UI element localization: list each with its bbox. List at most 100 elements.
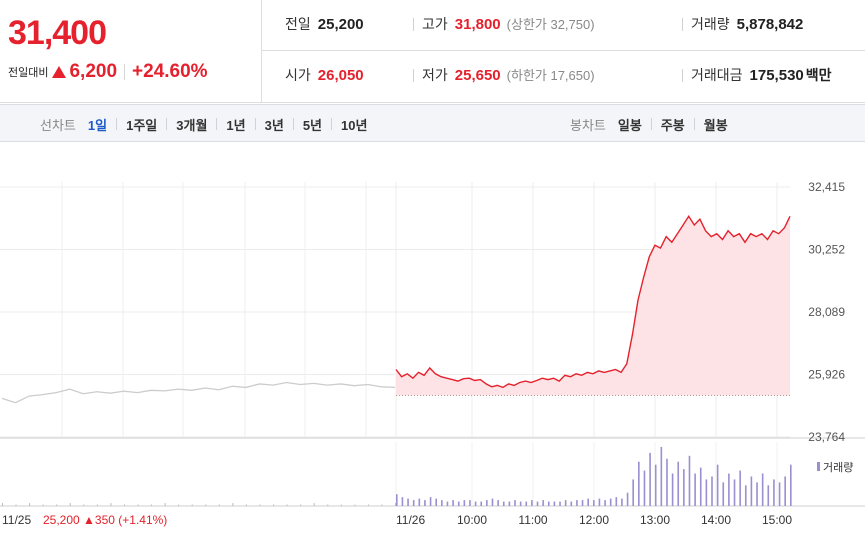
price-chart-svg: 32,415 30,252 28,089 25,926 23,764 거래량 11/25 25… — [0, 142, 865, 527]
volume-bar — [643, 470, 646, 506]
chart-tab-bar: 선차트 1일 1주일 3개월 1년 3년 5년 10년 봉차트 일봉 주봉 월봉 — [0, 104, 865, 142]
line-chart-tabs: 선차트 1일 1주일 3개월 1년 3년 5년 10년 — [40, 105, 367, 143]
volume-bar — [429, 497, 432, 506]
volume-bar — [649, 452, 651, 506]
volume-bar — [728, 473, 730, 506]
tab-1y[interactable]: 1년 — [226, 117, 246, 133]
volume-bar — [564, 500, 567, 506]
price-box: 31,400 전일대비 6,200 +24.60% — [0, 0, 262, 103]
volume-bar — [654, 464, 657, 506]
volume-bar — [587, 498, 589, 506]
volume-bar — [744, 485, 747, 506]
volume-bar — [694, 473, 696, 506]
volume-bar — [407, 498, 409, 506]
volume-bar — [395, 503, 396, 506]
tab-3m[interactable]: 3개월 — [176, 117, 208, 133]
today-area — [396, 216, 790, 396]
stat-value: 175,530 — [749, 67, 804, 84]
volume-bar — [340, 504, 342, 506]
x-tick-label: 11/25 — [2, 513, 31, 527]
x-tick-label: 11:00 — [518, 513, 547, 527]
divider — [693, 118, 695, 130]
volume-bar — [396, 494, 398, 506]
volume-bar — [424, 500, 426, 506]
divider — [124, 64, 126, 80]
volume-bar — [96, 504, 98, 506]
volume-bar — [435, 498, 437, 506]
volume-bar — [452, 500, 454, 506]
change-line: 전일대비 6,200 +24.60% — [8, 61, 208, 83]
divider — [682, 17, 683, 31]
line-chart-title: 선차트 — [40, 117, 76, 133]
stat-value: 25,200 — [317, 16, 364, 33]
volume-bar — [677, 461, 680, 506]
volume-bar — [327, 504, 329, 506]
candle-chart-title: 봉차트 — [570, 117, 606, 133]
volume-bar — [660, 446, 663, 506]
volume-bar — [83, 504, 85, 506]
upper-limit: (상한가 32,750) — [506, 17, 595, 32]
volume-bar — [621, 498, 623, 506]
stats-row-2: 시가 26,050 저가 25,650 (하한가 17,650) 거래대금 17… — [262, 51, 865, 102]
amount-unit: 백만 — [805, 67, 832, 83]
x-tick-label: 10:00 — [457, 513, 487, 527]
x-tick-label: 13:00 — [640, 513, 670, 527]
volume-bar — [497, 500, 499, 506]
tab-10y[interactable]: 10년 — [341, 117, 368, 133]
tab-1d[interactable]: 1일 — [87, 117, 108, 133]
volume-bar — [722, 482, 725, 506]
stats-row-1: 전일 25,200 고가 31,800 (상한가 32,750) 거래량 5,8… — [262, 0, 865, 51]
volume-bar — [666, 458, 668, 506]
current-price: 31,400 — [8, 14, 107, 52]
stat-label: 거래량 — [691, 16, 730, 32]
volume-bar — [542, 500, 544, 506]
change-label: 전일대비 — [8, 67, 49, 79]
volume-bar — [401, 497, 404, 506]
divider — [254, 118, 256, 130]
divider — [216, 118, 218, 130]
divider — [650, 118, 652, 130]
volume-bar — [486, 500, 488, 506]
y-tick-label: 30,252 — [808, 243, 845, 257]
x-tick-label: 15:00 — [762, 513, 792, 527]
y-tick-label: 28,089 — [808, 305, 845, 319]
lower-limit: (하한가 17,650) — [506, 68, 595, 83]
volume-bar — [705, 479, 708, 506]
volume-bar — [739, 470, 741, 506]
volume-bar — [469, 500, 471, 506]
today-price-line — [395, 215, 791, 389]
volume-bar — [525, 501, 528, 506]
volume-bar — [463, 500, 466, 506]
tab-3y[interactable]: 3년 — [264, 117, 284, 133]
x-tick-label: 11/26 — [396, 513, 425, 527]
volume-bar — [381, 504, 383, 506]
tab-daily[interactable]: 일봉 — [617, 117, 642, 133]
volume-bar — [218, 504, 220, 506]
stock-summary: 31,400 전일대비 6,200 +24.60% 전일 25,200 고가 3… — [0, 0, 865, 103]
volume-bar — [553, 501, 556, 506]
volume-bar — [123, 504, 125, 506]
volume-bar — [559, 501, 561, 506]
volume-bar — [750, 476, 753, 506]
volume-bar — [232, 503, 234, 506]
volume-bar — [604, 500, 606, 506]
stat-label: 고가 — [422, 16, 448, 32]
stat-label: 시가 — [285, 67, 311, 83]
x-tick-label: 12:00 — [579, 513, 609, 527]
volume-bar — [784, 476, 786, 506]
stat-value: 26,050 — [317, 67, 364, 84]
tab-weekly[interactable]: 주봉 — [660, 117, 685, 133]
volume-bar — [688, 455, 691, 506]
divider — [166, 118, 168, 130]
volume-bar — [418, 498, 421, 506]
volume-bar — [536, 501, 539, 506]
divider — [682, 68, 683, 82]
tab-monthly[interactable]: 월봉 — [703, 117, 728, 133]
volume-bar — [245, 504, 247, 506]
divider — [331, 118, 333, 130]
tab-1w[interactable]: 1주일 — [126, 117, 158, 133]
tab-5y[interactable]: 5년 — [302, 117, 323, 133]
stat-label: 전일 — [285, 16, 311, 32]
volume-bar — [15, 504, 17, 506]
volume-bar — [593, 500, 595, 506]
